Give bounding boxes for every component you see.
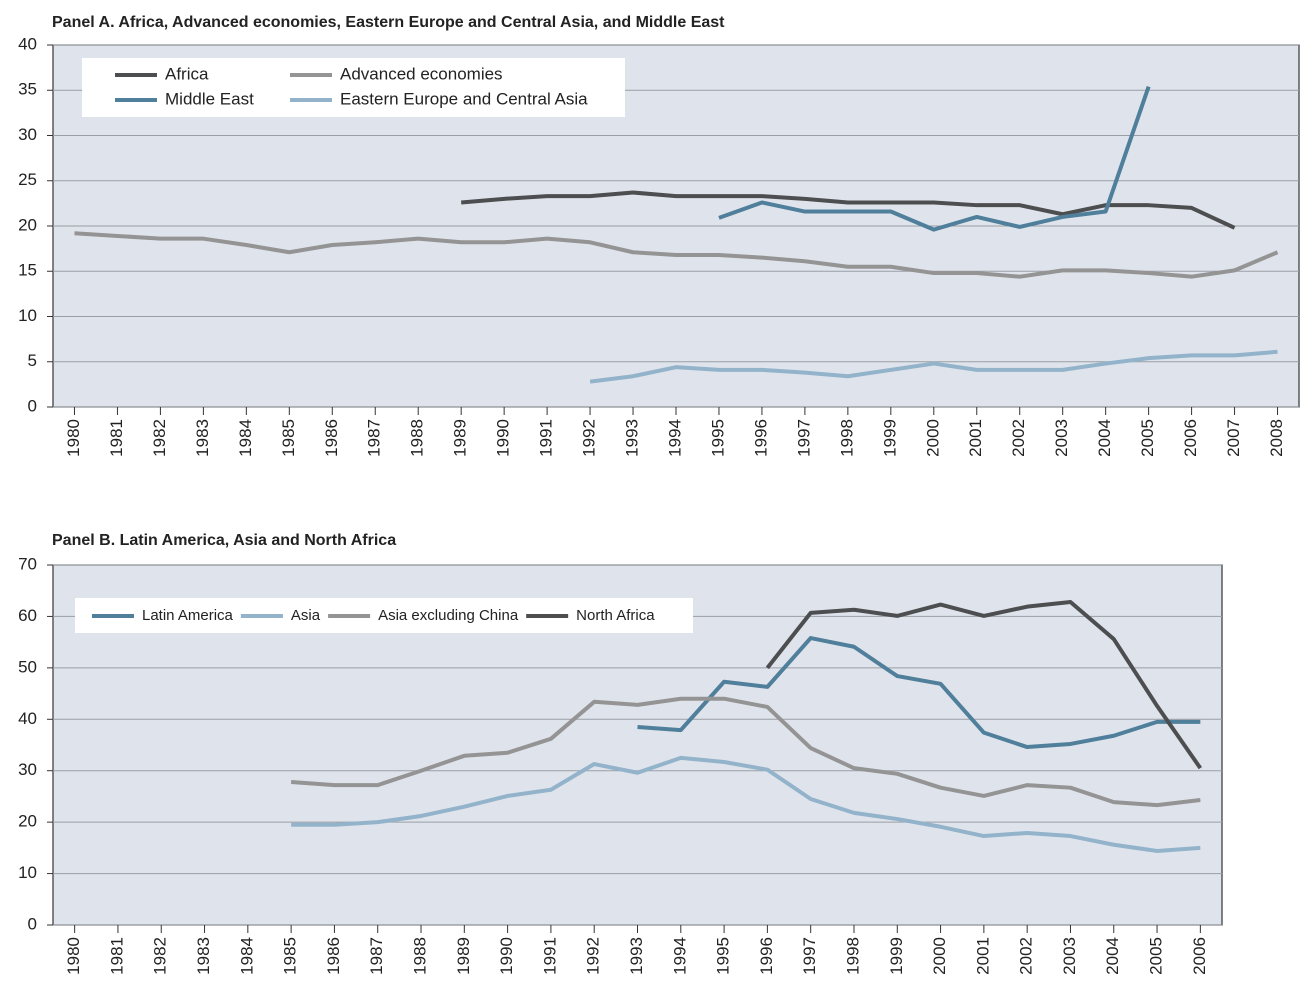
series-line <box>291 755 1201 853</box>
x-tick-label: 2006 <box>1190 937 1209 975</box>
legend-box <box>82 58 625 117</box>
series-line <box>589 349 1278 384</box>
x-tick-label: 1981 <box>107 419 126 457</box>
y-tick-label: 40 <box>18 34 37 53</box>
x-tick-label: 1982 <box>151 937 170 975</box>
x-tick-label: 1983 <box>193 419 212 457</box>
x-tick-label: 1984 <box>236 419 255 457</box>
series-line <box>461 190 1236 230</box>
x-tick-label: 1987 <box>367 937 386 975</box>
x-tick-label: 1996 <box>751 419 770 457</box>
x-tick-label: 1997 <box>800 937 819 975</box>
x-tick-label: 1989 <box>454 937 473 975</box>
x-tick-label: 1995 <box>708 419 727 457</box>
y-tick-label: 0 <box>28 396 37 415</box>
x-tick-label: 1993 <box>627 937 646 975</box>
x-tick-label: 2000 <box>930 937 949 975</box>
x-tick-label: 2005 <box>1147 937 1166 975</box>
x-tick-label: 1994 <box>670 937 689 975</box>
x-tick-label: 1994 <box>665 419 684 457</box>
x-tick-label: 1985 <box>281 937 300 975</box>
x-tick-label: 1992 <box>580 419 599 457</box>
legend-label: North Africa <box>576 607 655 624</box>
legend-label: Asia <box>291 607 321 624</box>
x-tick-label: 2004 <box>1103 937 1122 975</box>
x-tick-label: 1984 <box>237 937 256 975</box>
x-tick-label: 1980 <box>64 937 83 975</box>
x-tick-label: 1998 <box>837 419 856 457</box>
y-tick-label: 15 <box>18 261 37 280</box>
x-tick-label: 2002 <box>1017 937 1036 975</box>
x-tick-label: 2006 <box>1181 419 1200 457</box>
x-tick-label: 1992 <box>584 937 603 975</box>
x-tick-label: 2003 <box>1060 937 1079 975</box>
x-tick-label: 2005 <box>1138 419 1157 457</box>
series-line <box>290 696 1201 808</box>
x-tick-label: 1981 <box>107 937 126 975</box>
y-tick-label: 25 <box>18 170 37 189</box>
x-tick-label: 1986 <box>322 419 341 457</box>
x-tick-label: 1998 <box>843 937 862 975</box>
y-tick-label: 35 <box>18 80 37 99</box>
x-tick-label: 2003 <box>1052 419 1071 457</box>
x-tick-label: 1997 <box>794 419 813 457</box>
panel-title: Panel A. Africa, Advanced economies, Eas… <box>52 14 725 31</box>
x-tick-label: 1989 <box>451 419 470 457</box>
y-tick-label: 0 <box>28 914 37 933</box>
x-tick-label: 2008 <box>1267 419 1286 457</box>
series-line <box>74 231 1279 279</box>
y-tick-label: 40 <box>18 709 37 728</box>
x-tick-label: 1995 <box>714 937 733 975</box>
legend-label: Middle East <box>165 89 254 108</box>
x-tick-label: 2002 <box>1009 419 1028 457</box>
legend-label: Africa <box>165 64 209 83</box>
x-tick-label: 1987 <box>365 419 384 457</box>
legend-label: Asia excluding China <box>378 607 519 624</box>
legend-box <box>75 598 693 633</box>
x-tick-label: 1991 <box>540 937 559 975</box>
x-tick-label: 1990 <box>497 937 516 975</box>
legend-label: Advanced economies <box>340 64 503 83</box>
y-tick-label: 10 <box>18 306 37 325</box>
legend-label: Latin America <box>142 607 234 624</box>
panel-title: Panel B. Latin America, Asia and North A… <box>52 532 396 549</box>
x-tick-label: 1993 <box>623 419 642 457</box>
x-tick-label: 2001 <box>966 419 985 457</box>
series-line <box>718 85 1151 232</box>
y-tick-label: 20 <box>18 812 37 831</box>
x-tick-label: 2001 <box>973 937 992 975</box>
y-tick-label: 20 <box>18 215 37 234</box>
series-line <box>765 600 1202 770</box>
y-tick-label: 50 <box>18 657 37 676</box>
x-tick-label: 1990 <box>494 419 513 457</box>
x-tick-label: 1980 <box>64 419 83 457</box>
x-tick-label: 1996 <box>757 937 776 975</box>
y-tick-label: 30 <box>18 760 37 779</box>
y-tick-label: 10 <box>18 863 37 882</box>
y-tick-label: 30 <box>18 125 37 144</box>
x-tick-label: 1988 <box>408 419 427 457</box>
y-tick-label: 60 <box>18 606 37 625</box>
x-tick-label: 1999 <box>887 937 906 975</box>
x-tick-label: 2004 <box>1095 419 1114 457</box>
x-tick-label: 1982 <box>150 419 169 457</box>
x-tick-label: 1999 <box>880 419 899 457</box>
x-tick-label: 2000 <box>923 419 942 457</box>
y-tick-label: 5 <box>28 351 37 370</box>
legend-label: Eastern Europe and Central Asia <box>340 89 588 108</box>
x-tick-label: 1983 <box>194 937 213 975</box>
x-tick-label: 1988 <box>411 937 430 975</box>
x-tick-label: 1986 <box>324 937 343 975</box>
y-tick-label: 70 <box>18 554 37 573</box>
x-tick-label: 2007 <box>1224 419 1243 457</box>
series-line <box>637 636 1201 750</box>
x-tick-label: 1991 <box>537 419 556 457</box>
x-tick-label: 1985 <box>279 419 298 457</box>
